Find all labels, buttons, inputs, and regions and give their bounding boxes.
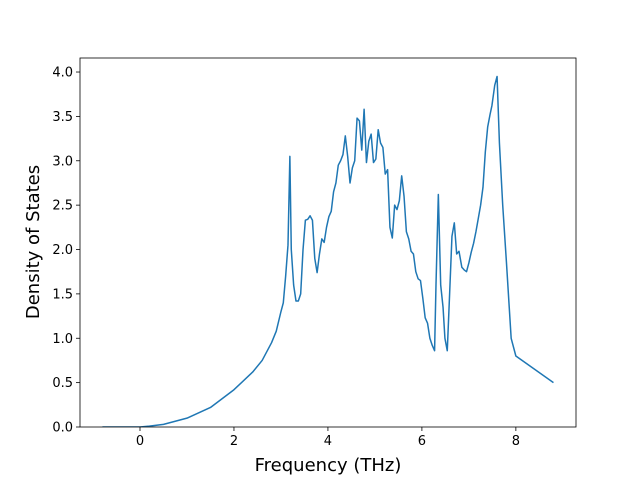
x-axis-label: Frequency (THz) [255,455,402,476]
plot-frame [79,57,577,428]
line-series [102,75,554,427]
x-tick-label: 2 [230,434,238,449]
y-tick-label: 4.0 [52,66,73,81]
x-tick-label: 6 [418,434,426,449]
y-tick-label: 1.0 [52,332,73,347]
y-tick-label: 3.0 [52,154,73,169]
x-tick-label: 8 [512,434,520,449]
x-tick-label: 4 [324,434,332,449]
y-axis-label: Density of States [23,165,44,319]
y-tick-label: 3.5 [52,110,73,125]
y-tick-label: 0.5 [52,376,73,391]
y-tick-label: 2.5 [52,199,73,214]
y-tick-label: 2.0 [52,243,73,258]
y-tick-label: 0.0 [52,421,73,436]
y-tick-label: 1.5 [52,287,73,302]
x-tick-label: 0 [136,434,144,449]
